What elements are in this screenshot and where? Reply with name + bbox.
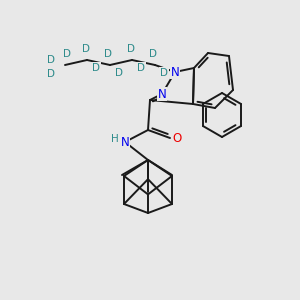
Text: D: D: [82, 44, 90, 54]
Text: D: D: [47, 55, 55, 65]
Text: H: H: [111, 134, 119, 144]
Text: D: D: [149, 49, 157, 59]
Text: D: D: [160, 68, 168, 78]
Text: D: D: [63, 49, 71, 59]
Text: N: N: [121, 136, 129, 148]
Text: D: D: [127, 44, 135, 54]
Text: D: D: [47, 69, 55, 79]
Text: D: D: [104, 49, 112, 59]
Text: D: D: [137, 63, 145, 73]
Text: N: N: [171, 65, 179, 79]
Text: D: D: [115, 68, 123, 78]
Text: N: N: [158, 88, 166, 100]
Text: D: D: [92, 63, 100, 73]
Text: O: O: [172, 131, 182, 145]
